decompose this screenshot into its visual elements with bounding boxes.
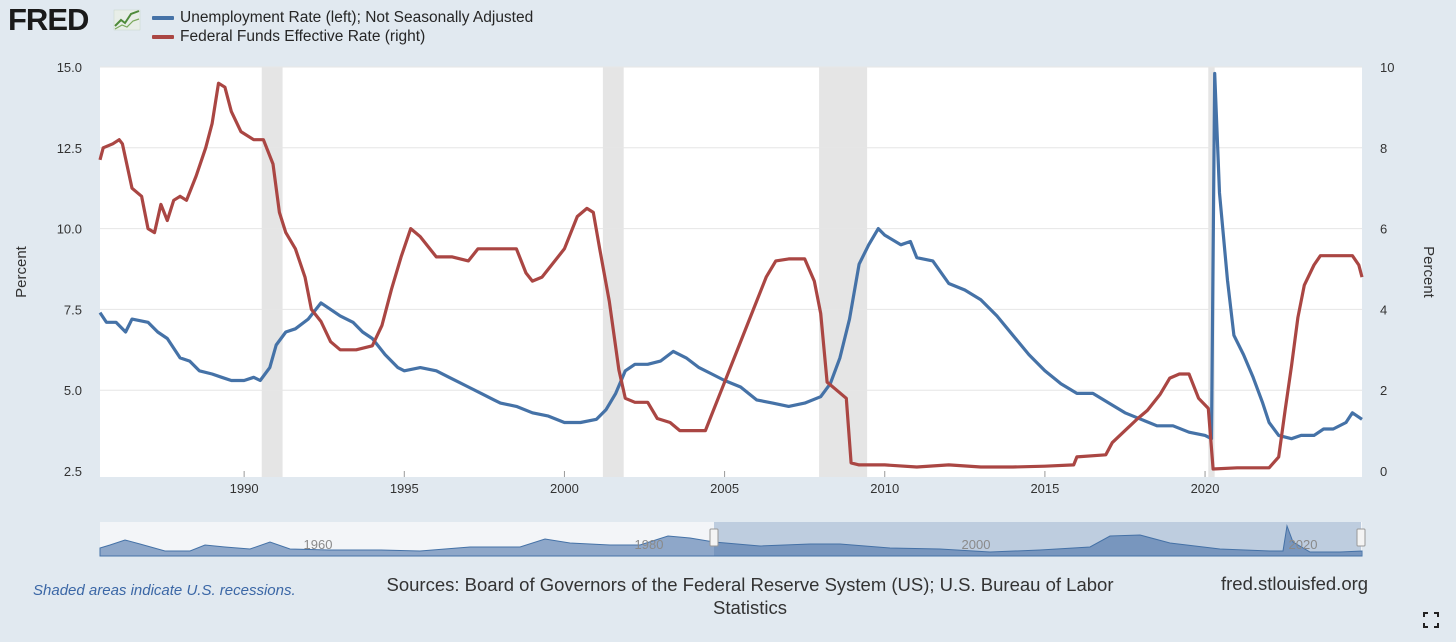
plot-background	[100, 67, 1362, 477]
y-axis-left-title: Percent	[13, 245, 30, 298]
x-tick-4: 2010	[870, 481, 899, 496]
x-tick-6: 2020	[1191, 481, 1220, 496]
fred-logo-text: FRED	[8, 2, 89, 37]
y-right-tick-2: 4	[1380, 302, 1387, 317]
recession-band-0	[261, 67, 283, 477]
fred-logo[interactable]: FRED	[6, 2, 146, 38]
recession-note: Shaded areas indicate U.S. recessions.	[33, 582, 296, 599]
series-line-unemployment[interactable]	[98, 71, 1363, 441]
x-tick-2: 2000	[550, 481, 579, 496]
navigator-area	[99, 524, 1363, 557]
chart: 1990 1995 2000 2005 2010 2015 2020 2.55.07.510…	[13, 60, 1437, 557]
y-axis-right-title: Percent	[1420, 246, 1437, 299]
fullscreen-icon[interactable]	[1423, 612, 1439, 628]
x-tick-3: 2005	[710, 481, 739, 496]
navigator-handle-left[interactable]	[709, 528, 719, 547]
legend-swatch-unemployment	[152, 16, 174, 20]
y-left-tick-3: 10.0	[57, 222, 82, 237]
legend-item-unemployment[interactable]: Unemployment Rate (left); Not Seasonally…	[152, 8, 533, 28]
legend-swatch-fedfunds	[152, 35, 174, 39]
x-tick-5: 2015	[1030, 481, 1059, 496]
navigator-selection[interactable]	[714, 522, 1361, 556]
line-chart-icon	[113, 9, 141, 31]
y-right-tick-4: 8	[1380, 141, 1387, 156]
y-right-tick-3: 6	[1380, 222, 1387, 237]
y-left-tick-2: 7.5	[64, 302, 82, 317]
navigator[interactable]: 1960 1980 2000 2020	[99, 522, 1366, 557]
navigator-handle-right[interactable]	[1356, 528, 1366, 547]
site-link[interactable]: fred.stlouisfed.org	[1221, 573, 1369, 594]
sources-text: Sources: Board of Governors of the Feder…	[386, 574, 1114, 618]
y-left-tick-4: 12.5	[57, 141, 82, 156]
y-right-tick-0: 0	[1380, 464, 1387, 479]
recession-band-1	[602, 67, 624, 477]
series-line-fedfunds[interactable]	[98, 81, 1364, 471]
y-right-tick-5: 10	[1380, 60, 1394, 75]
x-tick-1: 1995	[390, 481, 419, 496]
x-tick-0: 1990	[230, 481, 259, 496]
y-left-tick-0: 2.5	[64, 464, 82, 479]
navigator-label-2: 2000	[962, 537, 991, 552]
navigator-label-1: 1980	[635, 537, 664, 552]
legend-item-fedfunds[interactable]: Federal Funds Effective Rate (right)	[152, 27, 425, 47]
legend-label-fedfunds: Federal Funds Effective Rate (right)	[180, 28, 426, 45]
y-left-tick-1: 5.0	[64, 383, 82, 398]
navigator-label-0: 1960	[304, 537, 333, 552]
y-left-tick-5: 15.0	[57, 60, 82, 75]
recession-band-2	[819, 67, 868, 477]
y-right-tick-1: 2	[1380, 383, 1387, 398]
legend-label-unemployment: Unemployment Rate (left); Not Seasonally…	[180, 9, 534, 26]
navigator-label-3: 2020	[1289, 537, 1318, 552]
